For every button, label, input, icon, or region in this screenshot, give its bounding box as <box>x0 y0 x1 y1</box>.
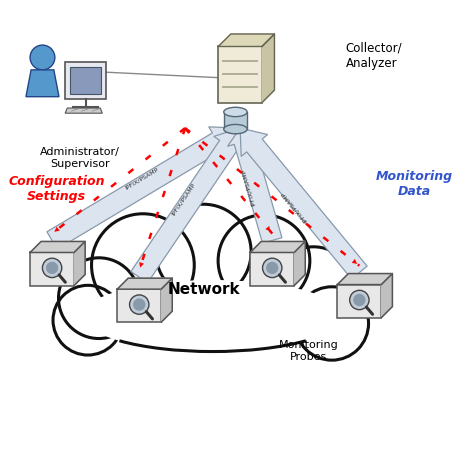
Circle shape <box>263 258 282 278</box>
Text: Monitoring
Data: Monitoring Data <box>376 170 453 198</box>
Polygon shape <box>74 242 85 286</box>
Polygon shape <box>30 242 85 253</box>
Circle shape <box>273 247 354 328</box>
Polygon shape <box>30 253 74 286</box>
Circle shape <box>266 262 278 274</box>
Ellipse shape <box>71 272 355 360</box>
Polygon shape <box>337 285 382 318</box>
Polygon shape <box>294 242 305 286</box>
Polygon shape <box>131 129 242 283</box>
Circle shape <box>218 215 310 307</box>
Circle shape <box>129 295 149 314</box>
Circle shape <box>30 46 55 71</box>
Ellipse shape <box>224 125 247 134</box>
Polygon shape <box>161 279 172 323</box>
Text: Monitoring
Probes: Monitoring Probes <box>279 339 339 361</box>
Polygon shape <box>219 47 262 103</box>
Circle shape <box>91 214 194 317</box>
Polygon shape <box>382 274 392 318</box>
Polygon shape <box>65 109 102 114</box>
Circle shape <box>46 262 58 274</box>
Circle shape <box>295 287 369 360</box>
Polygon shape <box>26 71 59 97</box>
Polygon shape <box>240 129 367 280</box>
Polygon shape <box>65 62 107 100</box>
Polygon shape <box>228 129 282 244</box>
Circle shape <box>133 299 146 311</box>
Polygon shape <box>224 113 247 130</box>
Text: Network: Network <box>167 281 240 297</box>
Circle shape <box>353 294 365 307</box>
Polygon shape <box>47 128 240 250</box>
Text: IPFIX/PSAMP: IPFIX/PSAMP <box>124 166 160 190</box>
Polygon shape <box>262 35 274 103</box>
Circle shape <box>58 258 139 339</box>
Circle shape <box>53 285 123 355</box>
Polygon shape <box>70 67 101 95</box>
Circle shape <box>42 258 62 278</box>
Polygon shape <box>250 242 305 253</box>
Polygon shape <box>337 274 392 285</box>
Text: IPFIX/PSAMP: IPFIX/PSAMP <box>241 168 256 206</box>
Polygon shape <box>219 35 274 47</box>
Circle shape <box>350 291 369 310</box>
Text: IPFIX/PSAMP: IPFIX/PSAMP <box>279 190 308 222</box>
Text: Configuration
Settings: Configuration Settings <box>9 174 105 202</box>
Polygon shape <box>250 253 294 286</box>
Circle shape <box>156 205 251 300</box>
Text: IPFIX/PSAMP: IPFIX/PSAMP <box>170 181 196 216</box>
Ellipse shape <box>82 280 343 352</box>
Polygon shape <box>117 290 161 323</box>
Text: Administrator/
Supervisor: Administrator/ Supervisor <box>40 147 119 169</box>
Ellipse shape <box>224 108 247 118</box>
Polygon shape <box>117 279 172 290</box>
Text: Collector/
Analyzer: Collector/ Analyzer <box>346 42 402 70</box>
